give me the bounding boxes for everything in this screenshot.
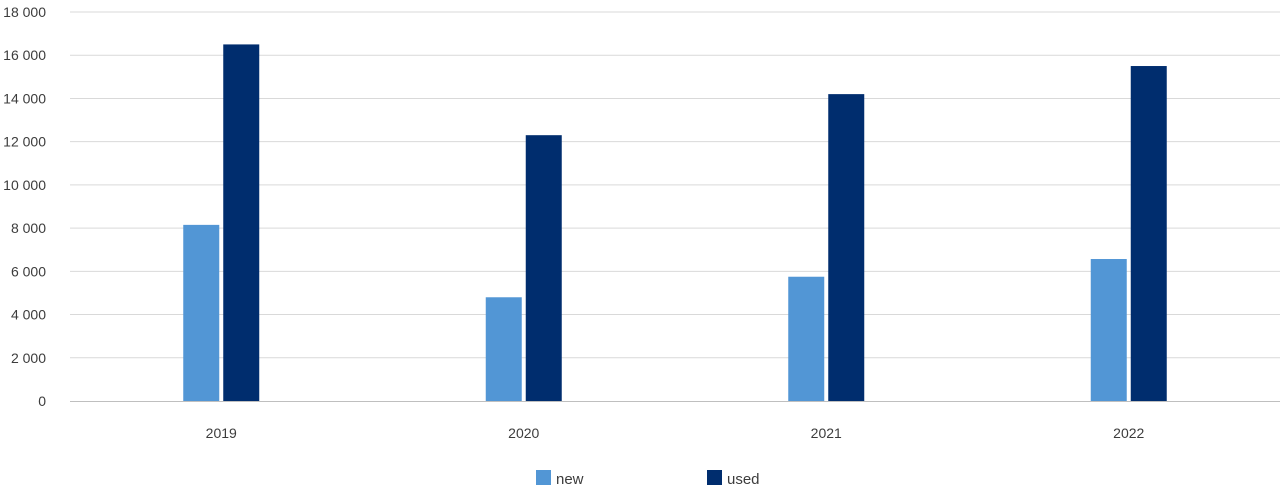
x-tick-label-2019: 2019	[206, 425, 237, 441]
y-tick-label: 4 000	[11, 307, 46, 323]
bar-used-2022	[1130, 66, 1167, 402]
legend-label-used: used	[727, 471, 760, 488]
x-tick-label-2021: 2021	[811, 425, 842, 441]
y-tick-label: 6 000	[11, 263, 46, 279]
y-tick-label: 16 000	[3, 47, 46, 63]
y-tick-label: 8 000	[11, 220, 46, 236]
bar-new-2022	[1090, 259, 1127, 401]
x-tick-label-2022: 2022	[1113, 425, 1144, 441]
gridlines	[70, 11, 1280, 359]
y-tick-label: 0	[38, 393, 46, 409]
bar-new-2019	[183, 224, 220, 401]
bar-used-2020	[525, 135, 562, 401]
legend: new used	[536, 470, 760, 488]
y-axis-tick-labels: 0 2 000 4 000 6 000 8 000 10 000 12 000 14 000 1…	[3, 4, 46, 409]
bar-new-2021	[788, 276, 825, 401]
bar-used-2021	[828, 94, 865, 401]
legend-swatch-used	[707, 470, 722, 485]
y-tick-label: 14 000	[3, 90, 46, 106]
bars	[183, 44, 1167, 402]
bar-used-2019	[223, 44, 260, 402]
x-axis-tick-labels: 2019 2020 2021 2022	[206, 425, 1145, 441]
y-tick-label: 12 000	[3, 134, 46, 150]
legend-label-new: new	[556, 471, 584, 488]
y-tick-label: 2 000	[11, 350, 46, 366]
bar-new-2020	[485, 297, 522, 401]
x-tick-label-2020: 2020	[508, 425, 539, 441]
y-tick-label: 10 000	[3, 177, 46, 193]
y-tick-label: 18 000	[3, 4, 46, 20]
legend-swatch-new	[536, 470, 551, 485]
